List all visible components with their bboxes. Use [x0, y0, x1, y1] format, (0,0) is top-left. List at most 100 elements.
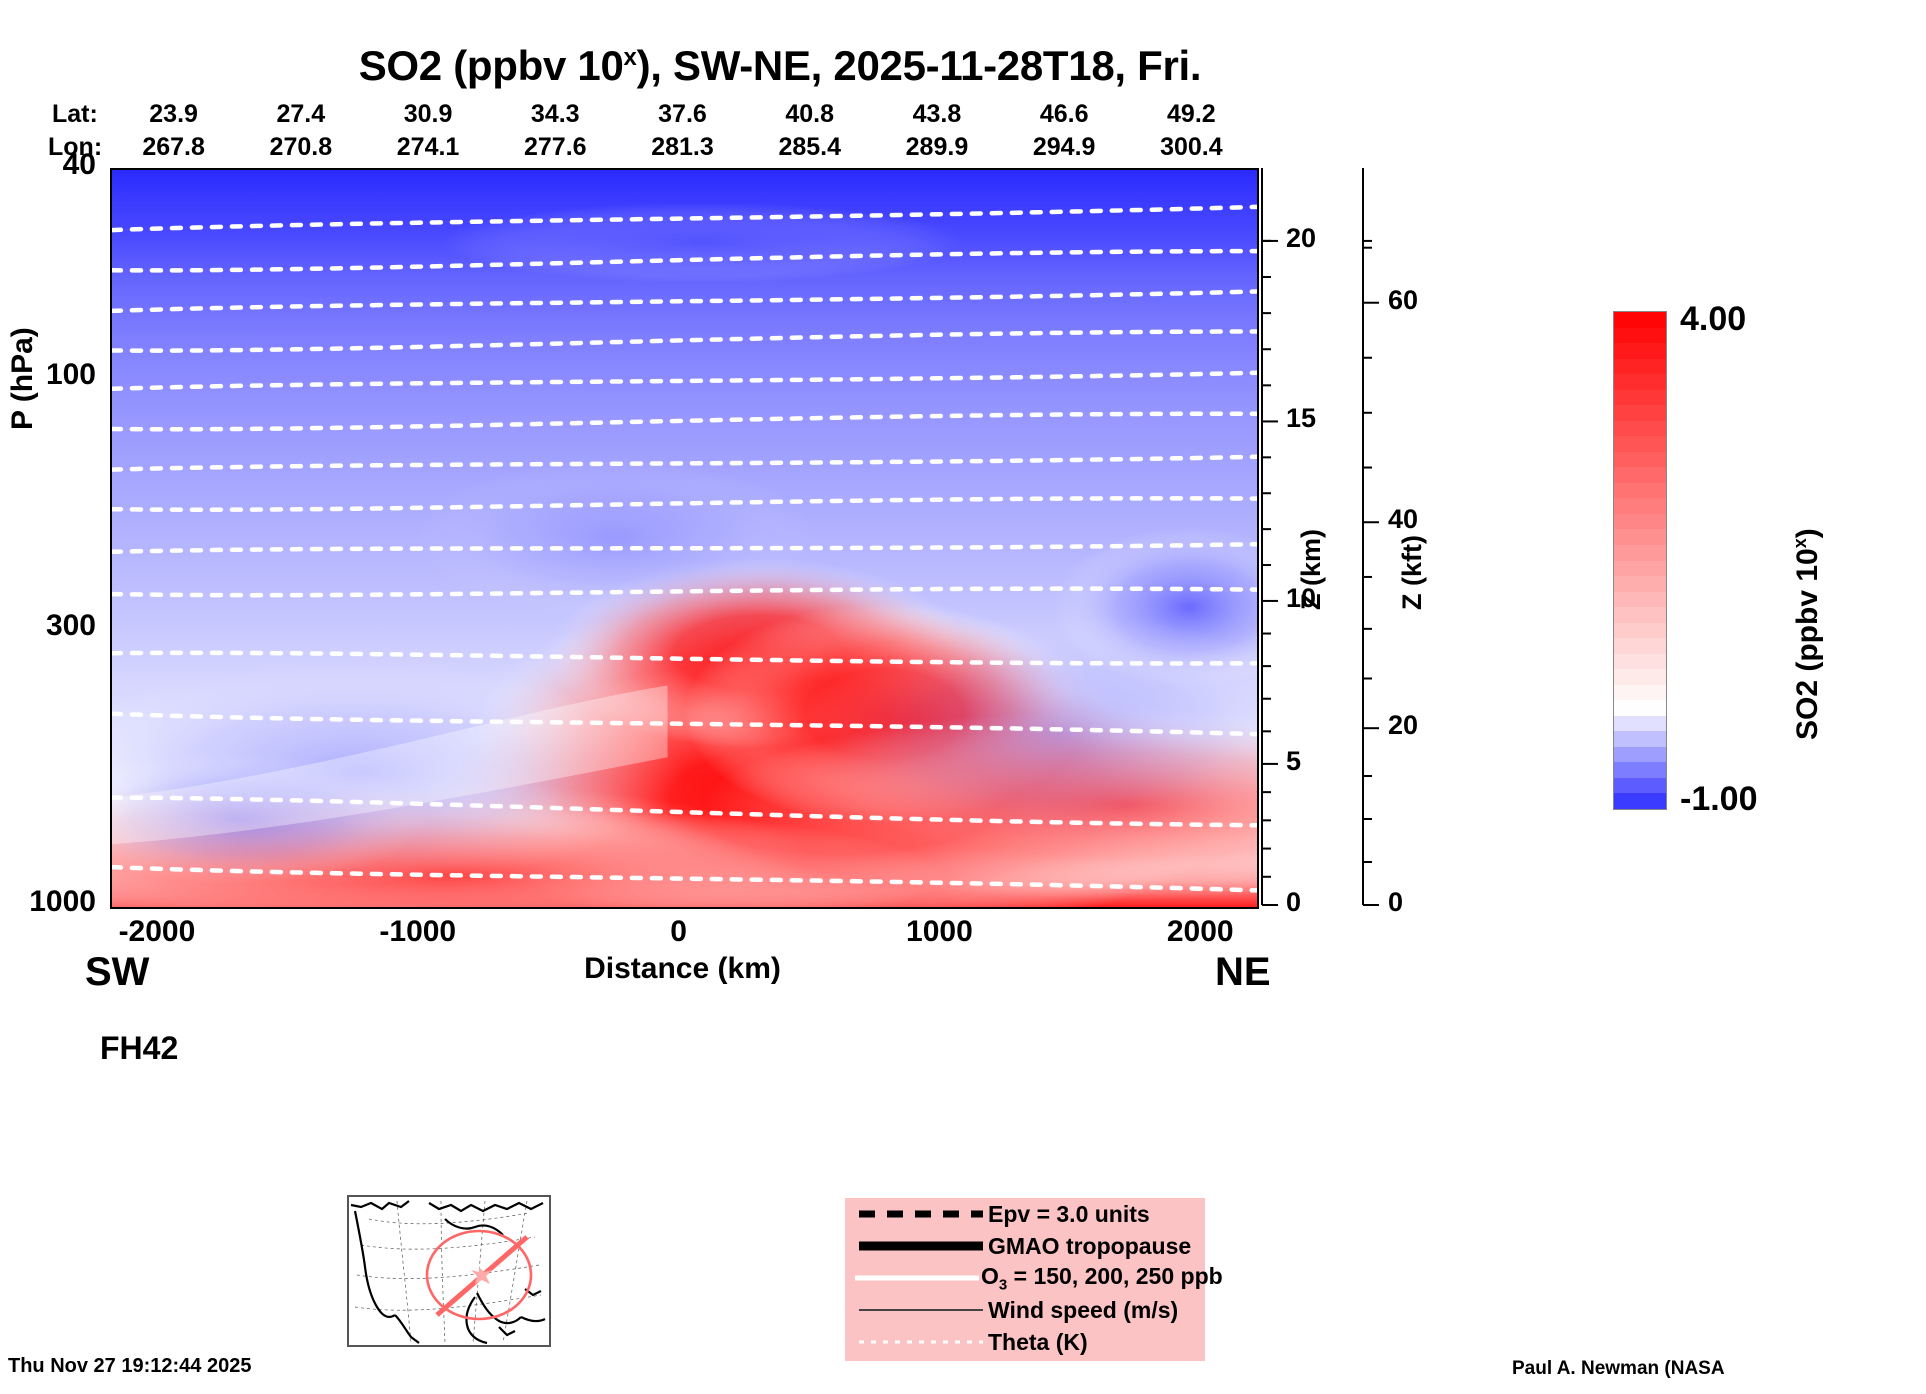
- z-kft-tick-label: 60: [1388, 284, 1419, 315]
- lat-value: 46.6: [1039, 100, 1089, 128]
- colorbar-segment: [1614, 638, 1666, 654]
- z-km-tick-label: 15: [1286, 403, 1317, 434]
- colorbar-title-suffix: ): [1791, 528, 1824, 539]
- colorbar-segment: [1614, 544, 1666, 561]
- lon-value: 270.8: [269, 133, 333, 161]
- colorbar-segment: [1614, 669, 1666, 685]
- z-km-tick-label: 5: [1286, 745, 1302, 776]
- title-suffix: ), SW-NE, 2025-11-28T18, Fri.: [636, 42, 1202, 89]
- pressure-tick-label: 100: [45, 357, 96, 391]
- colorbar-segment: [1614, 653, 1666, 670]
- legend-label: O3 = 150, 200, 250 ppb: [981, 1262, 1223, 1294]
- forecast-hour-label: FH42: [100, 1030, 179, 1066]
- lat-value: 43.8: [912, 100, 962, 128]
- z-kft-axis-title: Z (kft): [1397, 535, 1427, 610]
- inset-locator-map[interactable]: [347, 1195, 551, 1347]
- colorbar-title-superscript: x: [1790, 538, 1810, 549]
- colorbar-segment: [1614, 591, 1666, 608]
- colorbar-segment: [1614, 529, 1666, 545]
- colorbar-segment: [1614, 777, 1666, 794]
- colorbar-min-label: -1.00: [1680, 780, 1758, 818]
- distance-tick-label: 1000: [906, 915, 973, 948]
- colorbar-title: SO2 (ppbv 10x): [1790, 528, 1825, 740]
- legend-label: Theta (K): [988, 1328, 1088, 1355]
- legend-item: O3 = 150, 200, 250 ppb: [845, 1262, 1223, 1294]
- legend-label: Wind speed (m/s): [988, 1296, 1179, 1323]
- distance-tick-label: -2000: [118, 915, 196, 948]
- colorbar-segment: [1614, 389, 1666, 406]
- coastlines: [350, 1200, 546, 1345]
- colorbar-segment: [1614, 576, 1666, 592]
- colorbar-segment: [1614, 405, 1666, 421]
- credit-label: Paul A. Newman (NASA: [1512, 1358, 1725, 1379]
- transect-marker: [425, 1229, 533, 1321]
- lon-value: 300.4: [1160, 133, 1223, 161]
- legend-label: Epv = 3.0 units: [988, 1200, 1150, 1227]
- distance-axis-title: Distance (km): [584, 952, 781, 985]
- legend-item: GMAO tropopause: [845, 1230, 1205, 1262]
- colorbar-max-label: 4.00: [1680, 300, 1747, 338]
- legend-key-dashed-thick-black: [853, 1204, 988, 1224]
- lon-value: 285.4: [778, 133, 841, 161]
- colorbar-segment: [1614, 482, 1666, 499]
- colorbar-segment: [1614, 762, 1666, 778]
- sw-endpoint-label: SW: [85, 950, 150, 994]
- title-prefix: SO2 (ppbv 10: [358, 42, 624, 89]
- z-km-tick-label: 0: [1286, 887, 1302, 917]
- colorbar-segment: [1614, 793, 1666, 809]
- colorbar-segment: [1614, 374, 1666, 390]
- legend-item: Epv = 3.0 units: [845, 1198, 1205, 1230]
- colorbar-segment: [1614, 343, 1666, 359]
- lat-value: 30.9: [403, 100, 453, 128]
- colorbar-title-prefix: SO2 (ppbv 10: [1791, 548, 1824, 740]
- z-kft-tick-label: 20: [1388, 710, 1419, 741]
- z-kft-tick-label: 40: [1388, 504, 1419, 535]
- distance-tick-label: -1000: [379, 915, 457, 948]
- lat-value: 40.8: [785, 100, 835, 128]
- z-kft-tick-label: 0: [1388, 887, 1404, 917]
- lat-value: 37.6: [658, 100, 707, 128]
- z-km-tick-label: 10: [1286, 582, 1317, 613]
- legend-key-solid-white: [853, 1268, 981, 1288]
- lon-value: 274.1: [396, 133, 460, 161]
- colorbar-segment: [1614, 731, 1666, 747]
- pressure-tick-label: 300: [45, 609, 96, 643]
- lon-value: 289.9: [905, 133, 969, 161]
- lon-value: 294.9: [1032, 133, 1096, 161]
- z-km-axis-title: Z (km): [1296, 529, 1326, 610]
- distance-tick-label: 2000: [1166, 915, 1234, 948]
- cross-section-plot[interactable]: [110, 168, 1259, 909]
- colorbar-segment: [1614, 622, 1666, 639]
- title-superscript: x: [623, 44, 637, 71]
- page-title: SO2 (ppbv 10x), SW-NE, 2025-11-28T18, Fr…: [0, 42, 1560, 90]
- lat-value: 23.9: [149, 100, 198, 128]
- colorbar[interactable]: [1613, 311, 1667, 810]
- legend-key-solid-thin-black: [853, 1300, 988, 1320]
- colorbar-segment: [1614, 327, 1666, 344]
- inset-map-svg: [350, 1200, 546, 1345]
- lon-value: 277.6: [523, 133, 587, 161]
- legend-item: Theta (K): [845, 1326, 1205, 1358]
- colorbar-segment: [1614, 700, 1666, 716]
- lat-value: 27.4: [276, 100, 326, 128]
- colorbar-segment: [1614, 451, 1666, 468]
- legend-item: Wind speed (m/s): [845, 1294, 1205, 1326]
- colorbar-segment: [1614, 436, 1666, 452]
- colorbar-segment: [1614, 746, 1666, 763]
- lon-value: 281.3: [651, 133, 714, 161]
- timestamp-label: Thu Nov 27 19:12:44 2025: [8, 1355, 252, 1377]
- ne-endpoint-label: NE: [1215, 950, 1271, 994]
- legend-key-dotted-white: [853, 1332, 988, 1352]
- colorbar-segment: [1614, 560, 1666, 577]
- colorbar-segment: [1614, 467, 1666, 483]
- lat-value: 34.3: [530, 100, 580, 128]
- colorbar-segment: [1614, 420, 1666, 437]
- distance-tick-label: 0: [670, 915, 687, 948]
- colorbar-segment: [1614, 312, 1666, 328]
- lon-value: 267.8: [142, 133, 205, 161]
- so2-field: [112, 170, 1257, 907]
- colorbar-segment: [1614, 358, 1666, 375]
- right-axes: [1261, 168, 1379, 906]
- lon-row-label: Lon:: [48, 133, 103, 161]
- colorbar-segment: [1614, 607, 1666, 623]
